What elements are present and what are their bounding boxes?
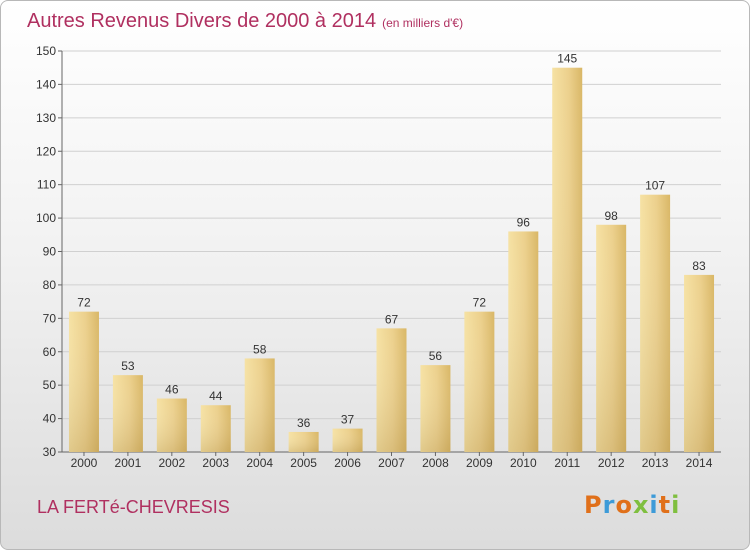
logo-letter: i — [649, 491, 659, 519]
y-tick-label: 130 — [36, 111, 56, 125]
y-tick-label: 150 — [36, 44, 56, 58]
logo-letter: o — [615, 491, 633, 519]
data-label: 145 — [557, 52, 577, 66]
logo-letter: x — [632, 491, 650, 519]
data-label: 72 — [473, 296, 487, 310]
x-tick-label: 2006 — [334, 456, 361, 470]
chart-title-text: Autres Revenus Divers de 2000 à 2014 — [27, 10, 377, 32]
data-label: 96 — [517, 215, 531, 229]
data-label: 67 — [385, 312, 399, 326]
y-tick-label: 140 — [36, 77, 56, 91]
data-label: 58 — [253, 342, 267, 356]
chart-subtitle: (en milliers d'€) — [382, 16, 464, 30]
y-tick-label: 70 — [43, 311, 57, 325]
bar-shade — [332, 428, 363, 452]
x-tick-label: 2013 — [642, 456, 669, 470]
bar-shade — [244, 358, 275, 452]
chart-title: Autres Revenus Divers de 2000 à 2014 (en … — [27, 10, 463, 33]
logo-letter: t — [658, 491, 672, 519]
bar-shade — [464, 311, 495, 452]
x-tick-label: 2002 — [158, 456, 185, 470]
data-label: 56 — [429, 349, 443, 363]
data-labels: 72 53 46 44 58 36 37 67 56 72 96 145 98 107 83 — [77, 52, 706, 430]
bar-shade — [640, 194, 671, 453]
data-label: 98 — [604, 209, 618, 223]
y-tick-label: 60 — [43, 345, 57, 359]
proxiti-logo[interactable]: Proxiti — [584, 491, 680, 519]
x-tick-label: 2012 — [598, 456, 625, 470]
axes: 30 40 50 60 70 80 90 100 110 120 130 140 150 2000 2001… — [36, 44, 721, 470]
x-tick-label: 2008 — [422, 456, 449, 470]
data-label: 44 — [209, 389, 223, 403]
x-tick-label: 2007 — [378, 456, 405, 470]
x-tick-label: 2010 — [510, 456, 537, 470]
bar-shade — [596, 224, 627, 452]
bar-shade — [552, 67, 583, 452]
bar-shade — [68, 311, 99, 452]
y-tick-label: 30 — [43, 445, 57, 459]
data-label: 83 — [692, 259, 706, 273]
x-tick-label: 2005 — [290, 456, 317, 470]
data-label: 72 — [77, 296, 91, 310]
bar-shade — [156, 398, 187, 452]
data-label: 53 — [121, 359, 135, 373]
x-tick-label: 2003 — [202, 456, 229, 470]
bar-shade — [112, 375, 143, 452]
bar-shade — [288, 431, 319, 452]
bar-shade — [420, 365, 451, 452]
x-tick-label: 2004 — [246, 456, 273, 470]
place-name: LA FERTé-CHEVRESIS — [37, 497, 230, 517]
y-tick-label: 90 — [43, 245, 57, 259]
y-tick-label: 50 — [43, 378, 57, 392]
x-tick-label: 2011 — [554, 456, 580, 470]
data-label: 36 — [297, 416, 311, 430]
y-tick-label: 100 — [36, 211, 56, 225]
y-tick-label: 120 — [36, 144, 56, 158]
bar-shade — [684, 274, 715, 452]
y-tick-label: 40 — [43, 412, 57, 426]
x-tick-label: 2001 — [115, 456, 142, 470]
y-tick-label: 80 — [43, 278, 57, 292]
x-tick-label: 2014 — [686, 456, 713, 470]
y-tick-label: 110 — [37, 178, 56, 192]
logo-letter: P — [584, 491, 603, 519]
x-tick-label: 2009 — [466, 456, 493, 470]
data-label: 107 — [645, 179, 665, 193]
bar-shade — [200, 405, 231, 452]
x-tick-label: 2000 — [71, 456, 98, 470]
logo-letter: r — [602, 491, 616, 519]
bar-shade — [376, 328, 407, 452]
bars — [68, 67, 715, 453]
bar-shade — [508, 231, 539, 452]
logo-letter: i — [671, 491, 681, 519]
data-label: 46 — [165, 383, 179, 397]
data-label: 37 — [341, 413, 355, 427]
